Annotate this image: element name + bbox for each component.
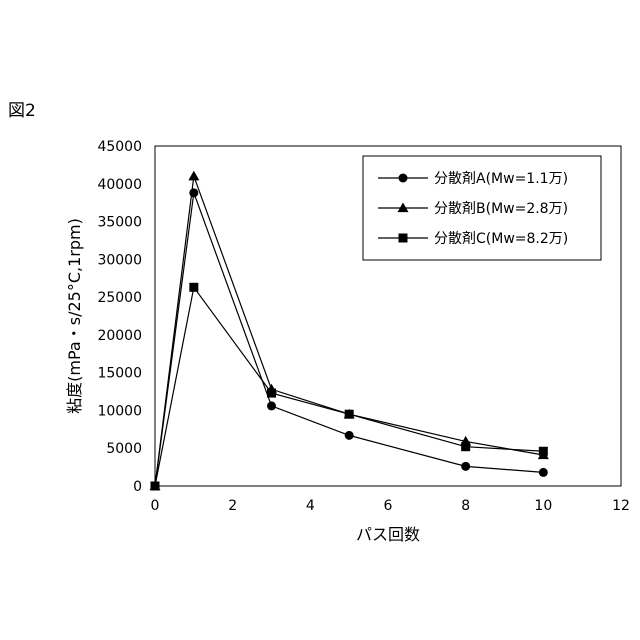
x-tick-label: 2 (228, 498, 237, 514)
y-axis-label: 粘度(mPa・s/25°C,1rpm) (65, 218, 84, 414)
legend-label: 分散剤A(Mw=1.1万) (434, 171, 568, 187)
y-tick-label: 45000 (97, 139, 142, 155)
x-tick-label: 4 (306, 498, 315, 514)
series-2-point (461, 442, 471, 452)
series-0-point (461, 461, 471, 471)
y-tick-label: 20000 (97, 328, 142, 344)
legend-marker (398, 233, 408, 243)
series-1-point (188, 170, 200, 181)
figure-label: 図2 (8, 101, 36, 121)
y-tick-label: 0 (133, 479, 142, 495)
x-axis-label: パス回数 (356, 525, 420, 544)
legend-label: 分散剤C(Mw=8.2万) (434, 231, 568, 247)
series-2-point (150, 481, 160, 491)
y-tick-label: 30000 (97, 252, 142, 268)
x-tick-label: 12 (612, 498, 630, 514)
legend-label: 分散剤B(Mw=2.8万) (434, 201, 568, 217)
series-0-point (538, 467, 548, 477)
x-tick-label: 10 (534, 498, 552, 514)
series-2-point (189, 282, 199, 292)
series-2-point (344, 409, 354, 419)
y-tick-label: 40000 (97, 177, 142, 193)
series-line-1 (154, 176, 544, 487)
series-0-point (267, 401, 276, 411)
y-tick-label: 35000 (97, 215, 142, 231)
legend-marker (397, 202, 409, 213)
y-tick-label: 15000 (97, 366, 142, 382)
y-tick-label: 5000 (106, 441, 142, 457)
legend-marker (398, 173, 408, 183)
series-line-2 (154, 285, 544, 487)
series-2-point (267, 388, 276, 398)
series-line-0 (154, 192, 544, 487)
series-0-point (344, 430, 354, 440)
x-tick-label: 6 (384, 498, 393, 514)
x-tick-label: 0 (151, 498, 160, 514)
x-tick-label: 8 (461, 498, 470, 514)
plot-area (154, 145, 622, 487)
series-2-point (538, 446, 548, 456)
series-0-point (189, 188, 199, 198)
y-tick-label: 25000 (97, 290, 142, 306)
y-tick-label: 10000 (97, 403, 142, 419)
